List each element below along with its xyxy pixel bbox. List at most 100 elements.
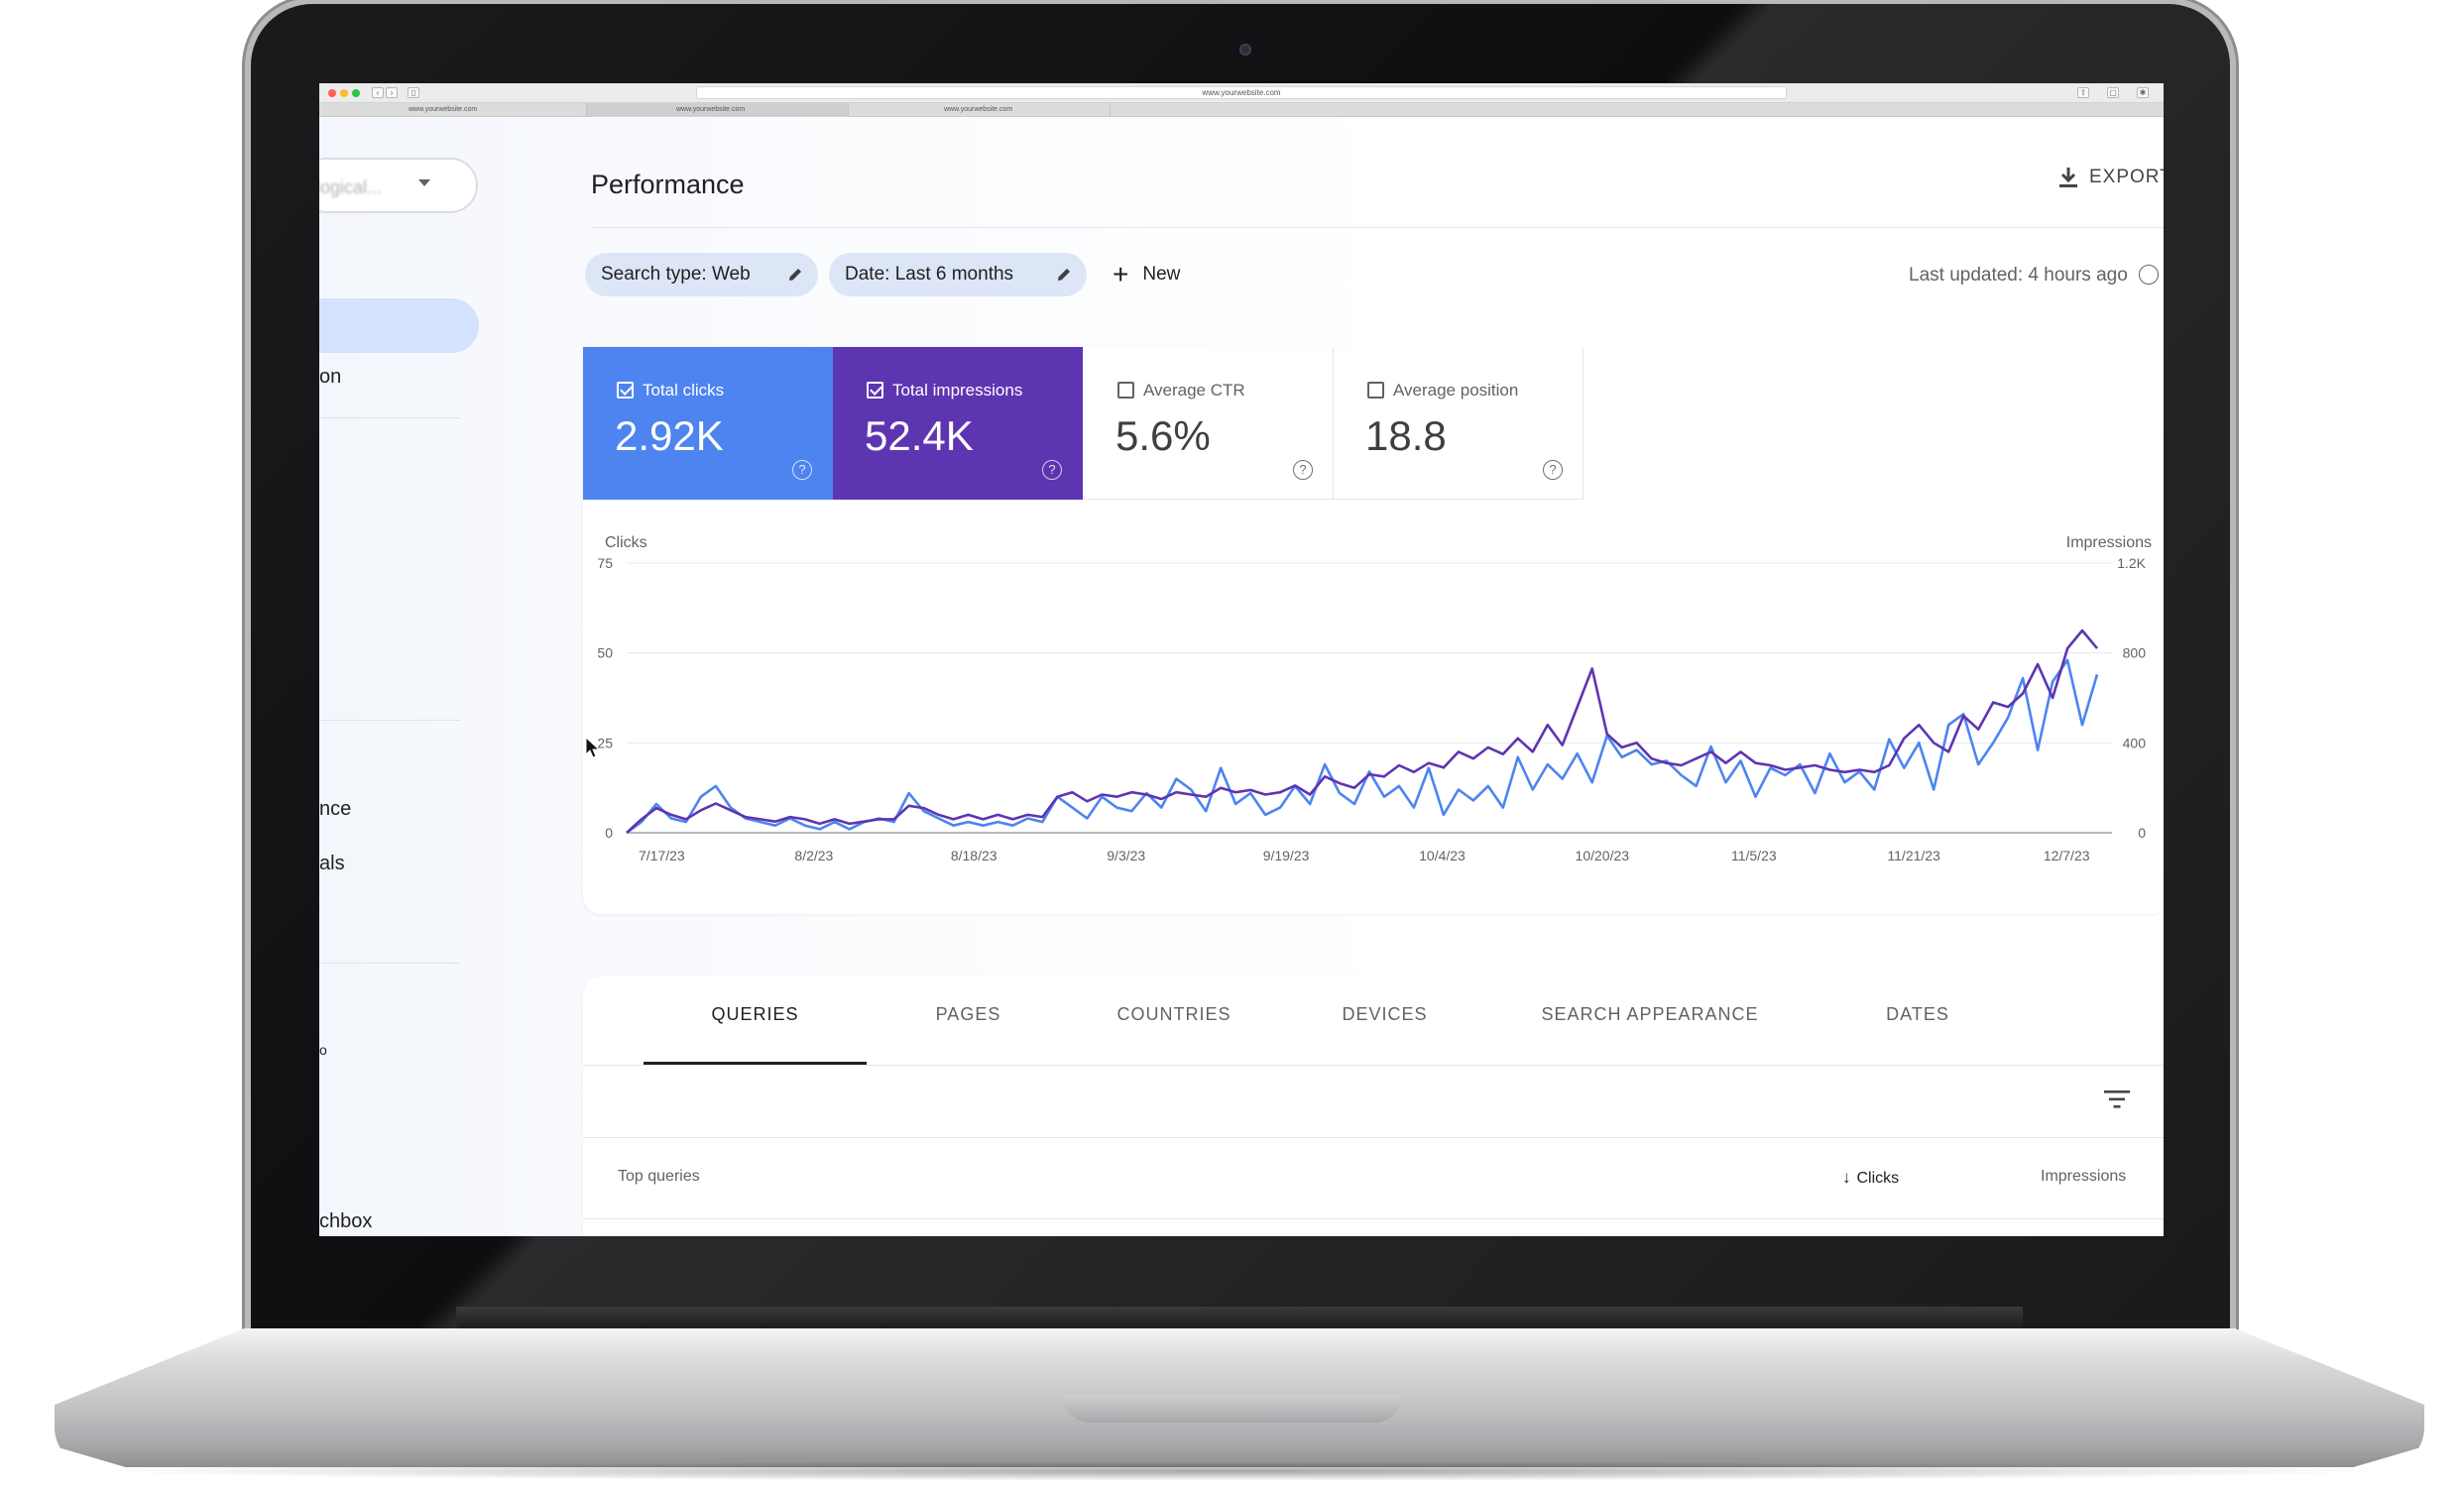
sidebar-divider [319, 720, 460, 721]
tab-queries[interactable]: QUERIES [711, 1004, 799, 1024]
last-updated-text: Last updated: 4 hours ago [1909, 265, 2160, 287]
sidebar-item-label[interactable]: o [319, 1042, 327, 1058]
checkbox-checked-icon[interactable] [867, 382, 883, 399]
metric-average-position[interactable]: Average position 18.8 ? [1334, 347, 1584, 500]
metric-label: Total clicks [643, 381, 725, 400]
window-zoom-button[interactable] [352, 89, 360, 97]
tabs-overview-icon[interactable]: ▢ [2107, 87, 2119, 98]
y-tick-label-left: 0 [605, 825, 613, 841]
header-divider [591, 227, 2164, 228]
y-tick-label-right: 800 [2123, 645, 2147, 661]
chart-left-axis-title: Clicks [605, 534, 647, 551]
pencil-icon [789, 269, 801, 281]
checkbox-unchecked-icon[interactable] [1117, 382, 1134, 399]
x-tick-label: 12/7/23 [2044, 848, 2090, 863]
sidebar-item-label[interactable]: als [319, 853, 345, 874]
browser-tab[interactable]: www.yourwebsite.com [587, 103, 849, 117]
laptop-opening-notch [1064, 1395, 1401, 1423]
y-tick-label-left: 25 [597, 735, 613, 750]
tab-search-appearance[interactable]: SEARCH APPEARANCE [1541, 1004, 1759, 1024]
last-updated-label: Last updated: 4 hours ago [1909, 265, 2128, 286]
browser-tab[interactable]: www.yourwebsite.com [849, 103, 1111, 117]
window-minimize-button[interactable] [340, 89, 348, 97]
metric-average-ctr[interactable]: Average CTR 5.6% ? [1084, 347, 1334, 500]
browser-tab[interactable]: www.yourwebsite.com [319, 103, 587, 117]
address-bar[interactable]: www.yourwebsite.com [696, 86, 1787, 99]
y-tick-label-right: 400 [2123, 735, 2147, 750]
page-title: Performance [591, 170, 745, 199]
sidebar-toggle-icon[interactable]: ▯ [408, 87, 419, 98]
plus-icon: + [1113, 258, 1129, 289]
laptop-hinge [456, 1307, 2023, 1328]
tab-pages[interactable]: PAGES [935, 1004, 1001, 1024]
arrow-down-icon: ↓ [1842, 1168, 1851, 1187]
help-circle-icon[interactable]: ? [792, 460, 812, 480]
help-circle-icon[interactable]: ? [1042, 460, 1062, 480]
x-tick-label: 10/20/23 [1576, 848, 1630, 863]
sidebar-item-active[interactable] [319, 298, 479, 353]
tab-countries[interactable]: COUNTRIES [1116, 1004, 1232, 1024]
property-name: ...logical... [319, 177, 383, 197]
metric-total-impressions[interactable]: Total impressions 52.4K ? [833, 347, 1083, 500]
tab-dates[interactable]: DATES [1886, 1004, 1949, 1024]
export-label: EXPORT [2089, 167, 2164, 188]
window-close-button[interactable] [328, 89, 336, 97]
metric-value: 18.8 [1365, 412, 1447, 459]
export-button[interactable]: EXPORT [2057, 166, 2164, 199]
metric-total-clicks[interactable]: Total clicks 2.92K ? [583, 347, 833, 500]
x-tick-label: 8/18/23 [951, 848, 997, 863]
filter-rows-icon[interactable] [2103, 1089, 2131, 1110]
share-icon[interactable]: ⇧ [2077, 87, 2089, 98]
sidebar-divider [319, 963, 460, 964]
table-header-divider [583, 1218, 2164, 1219]
mouse-pointer-icon [585, 736, 601, 765]
performance-card: Total clicks 2.92K ? Total impressions 5… [583, 347, 2164, 914]
sidebar-divider [319, 417, 460, 418]
x-tick-label: 9/3/23 [1107, 848, 1145, 863]
column-header-clicks-label: Clicks [1856, 1170, 1900, 1187]
metric-value: 52.4K [865, 412, 974, 459]
forward-arrow-icon[interactable]: › [386, 87, 398, 98]
search-type-chip[interactable]: Search type: Web [585, 253, 818, 296]
new-filter-button[interactable]: + New [1113, 253, 1180, 296]
search-console-app: ...logical... on nce als o chbox Perform… [319, 118, 2164, 1236]
y-tick-label-left: 50 [597, 645, 613, 661]
checkbox-checked-icon[interactable] [617, 382, 634, 399]
tab-devices[interactable]: DEVICES [1342, 1004, 1428, 1024]
dimension-tabs-card: QUERIES PAGES COUNTRIES DEVICES SEARCH A… [583, 976, 2164, 1236]
table-toolbar-divider [583, 1137, 2164, 1138]
download-icon [2059, 168, 2077, 187]
help-circle-icon[interactable]: ? [1293, 460, 1313, 480]
x-tick-label: 8/2/23 [794, 848, 833, 863]
y-tick-label-right: 0 [2138, 825, 2146, 841]
sidebar-item-label[interactable]: nce [319, 798, 352, 820]
webcam-icon [1239, 44, 1251, 56]
settings-gear-icon[interactable]: ✱ [2137, 87, 2149, 98]
pencil-icon [1058, 269, 1070, 281]
column-header-clicks[interactable]: ↓ Clicks [1842, 1168, 1899, 1188]
sidebar-item-label[interactable]: chbox [319, 1210, 373, 1232]
table-title: Top queries [618, 1168, 700, 1185]
laptop-screen: ‹ › ▯ www.yourwebsite.com ⇧ ▢ ✱ www.your… [319, 83, 2164, 1236]
active-tab-indicator [644, 1062, 867, 1065]
x-tick-label: 9/19/23 [1263, 848, 1310, 863]
x-tick-label: 10/4/23 [1419, 848, 1466, 863]
column-header-impressions[interactable]: Impressions [2041, 1168, 2127, 1185]
series-line-clicks [626, 658, 2099, 835]
help-circle-icon[interactable] [2139, 265, 2160, 285]
chevron-down-icon [418, 179, 430, 186]
metric-label: Average position [1393, 381, 1519, 400]
property-selector[interactable]: ...logical... [319, 158, 478, 213]
date-range-chip[interactable]: Date: Last 6 months [829, 253, 1087, 296]
x-tick-label: 7/17/23 [639, 848, 685, 863]
series-line-impressions [626, 629, 2099, 834]
metric-value: 5.6% [1115, 412, 1211, 459]
checkbox-unchecked-icon[interactable] [1367, 382, 1384, 399]
new-filter-label: New [1142, 264, 1181, 285]
date-range-label: Date: Last 6 months [845, 264, 1014, 285]
sidebar-item-label[interactable]: on [319, 366, 342, 388]
metric-label: Average CTR [1143, 381, 1245, 400]
back-arrow-icon[interactable]: ‹ [372, 87, 384, 98]
help-circle-icon[interactable]: ? [1543, 460, 1563, 480]
tabs-divider [583, 1065, 2164, 1066]
